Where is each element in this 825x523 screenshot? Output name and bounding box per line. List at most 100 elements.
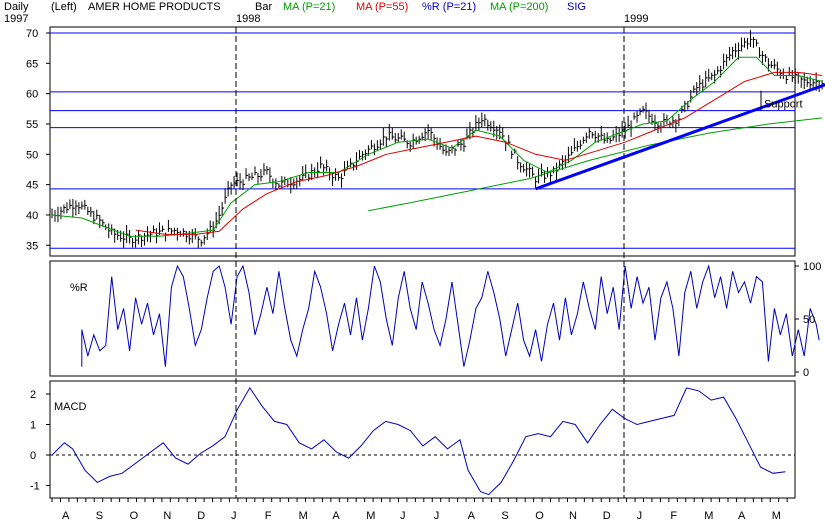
price-bar — [96, 209, 99, 220]
month-label: A — [62, 510, 70, 522]
price-bar — [308, 174, 311, 182]
price-bar — [221, 202, 225, 216]
price-bar — [526, 161, 529, 177]
ma-line-0 — [51, 56, 823, 237]
price-bar — [776, 61, 780, 76]
price-bar — [663, 113, 666, 126]
price-bar — [287, 179, 290, 188]
price-tick-label: 60 — [26, 89, 38, 101]
price-bar — [588, 128, 592, 139]
price-bar — [370, 140, 374, 150]
price-panel-frame — [49, 26, 796, 257]
price-tick-label: 70 — [26, 28, 38, 40]
price-bar — [90, 206, 93, 217]
price-bar — [693, 85, 696, 93]
price-bar — [749, 30, 753, 48]
support-label: Support — [764, 98, 803, 110]
price-axis: 35 40 45 50 55 60 65 70 — [26, 28, 50, 252]
macd-tick-label: -1 — [30, 481, 40, 493]
price-bar — [544, 170, 547, 183]
price-bar — [388, 124, 392, 141]
price-bar — [161, 225, 165, 232]
price-bar — [317, 162, 320, 179]
price-bar — [618, 128, 622, 142]
price-bar — [135, 234, 138, 248]
price-bar — [711, 72, 714, 81]
chart-title: AMER HOME PRODUCTS — [88, 1, 221, 13]
price-bar — [475, 115, 478, 132]
price-bar — [78, 202, 81, 215]
price-bar — [60, 206, 63, 220]
price-bar — [648, 109, 651, 124]
price-bar — [57, 206, 60, 223]
month-label: F — [670, 510, 677, 522]
price-bar — [708, 68, 711, 82]
price-bar — [224, 188, 228, 204]
price-bar — [275, 178, 278, 190]
pctr-panel-title: %R — [70, 282, 88, 294]
price-bar — [511, 150, 514, 159]
month-label: J — [400, 510, 406, 522]
price-bar — [502, 127, 505, 140]
price-bar — [785, 75, 789, 84]
price-bar — [75, 200, 78, 216]
legend-sig: SIG — [567, 1, 586, 13]
price-bar — [469, 121, 472, 140]
price-bar — [144, 232, 147, 246]
price-tick-label: 50 — [26, 149, 38, 161]
price-bar — [752, 36, 756, 48]
price-bar — [800, 76, 804, 88]
price-bar — [555, 162, 559, 181]
price-bar — [341, 173, 344, 188]
price-bar — [257, 172, 260, 184]
price-bar — [272, 178, 275, 189]
price-bar — [803, 72, 807, 90]
month-label: D — [603, 510, 611, 522]
price-bar — [66, 202, 69, 214]
macd-tick-label: 0 — [30, 450, 36, 462]
price-bar — [791, 69, 795, 83]
price-bar — [579, 140, 583, 150]
month-label: M — [704, 510, 713, 522]
price-bar — [81, 201, 84, 210]
price-bar — [797, 72, 801, 84]
macd-line — [51, 386, 786, 496]
price-bar — [723, 53, 726, 70]
month-label: D — [197, 510, 205, 522]
price-bar — [770, 60, 774, 69]
price-bar — [147, 226, 150, 242]
price-bar — [251, 172, 254, 180]
price-bar — [702, 79, 705, 92]
month-label: A — [738, 510, 746, 522]
price-bar — [600, 125, 604, 141]
price-bar — [302, 165, 305, 181]
price-tick-label: 35 — [26, 240, 38, 252]
price-bar — [735, 43, 738, 58]
price-bar — [358, 150, 362, 160]
price-bar — [794, 68, 798, 84]
price-bar — [403, 131, 407, 142]
price-tick-label: 65 — [26, 58, 38, 70]
price-bar — [51, 208, 54, 219]
pctr-tick-label: 50 — [803, 314, 815, 326]
price-bar — [576, 140, 580, 152]
price-bar — [266, 165, 269, 175]
price-bar — [158, 222, 162, 236]
price-bar — [782, 68, 786, 79]
price-bar — [361, 151, 365, 161]
price-bar — [427, 124, 431, 140]
price-bar — [373, 143, 377, 156]
month-label: O — [130, 510, 139, 522]
price-bar — [72, 198, 75, 218]
price-bar — [460, 138, 463, 151]
price-bar — [141, 235, 144, 248]
price-bar — [442, 144, 446, 155]
price-bar — [87, 206, 90, 216]
price-bar — [496, 125, 499, 140]
month-label: S — [96, 510, 103, 522]
macd-panel-frame — [49, 380, 796, 499]
price-bar — [93, 210, 96, 225]
price-bar — [227, 180, 231, 197]
price-bar — [254, 166, 257, 176]
month-label: F — [265, 510, 272, 522]
